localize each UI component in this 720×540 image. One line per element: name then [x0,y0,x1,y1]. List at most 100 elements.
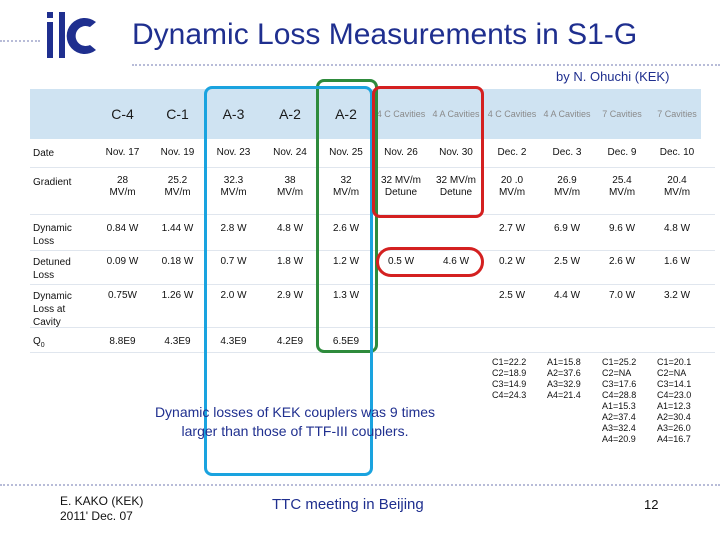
footer-author-block: E. KAKO (KEK) 2011' Dec. 07 [60,494,143,524]
cavity-gradient-entry: A3=32.4 [602,423,636,433]
header-c1: C-1 [166,106,189,122]
cavity-gradient-entry: A2=37.6 [547,368,581,378]
q0-cell: 8.8E9 [109,336,136,347]
date-cell: Nov. 19 [160,147,195,158]
cavity-gradient-entry: C2=NA [657,368,687,378]
q0-cell: 4.2E9 [276,336,304,347]
header-4a-cavities-2: 4 A Cavities [543,109,591,119]
gradient-cell: 25.2 MV/m [164,175,191,198]
q0-subscript: 0 [40,342,45,349]
highlight-box-blue [204,86,373,476]
detuned-loss-cell: 0.09 W [106,256,139,267]
q0-cell: 4.3E9 [164,336,191,347]
dynamic-loss-cell: 6.9 W [553,223,581,234]
date-cell: Dec. 10 [659,147,695,158]
cavity-gradient-entry: A3=32.9 [547,379,581,389]
loss-at-cavity-cell: 3.2 W [663,290,691,301]
detuned-loss-cell: 2.6 W [608,256,636,267]
cavity-gradient-entry: A1=12.3 [657,401,691,411]
header-c4: C-4 [111,106,134,122]
row-label-gradient: Gradient [33,177,72,188]
date-cell: Dec. 3 [552,147,582,158]
cavity-gradient-entry: A2=30.4 [657,412,691,422]
q0-cell: 4.3E9 [220,336,247,347]
dynamic-loss-cell: 2.6 W [332,223,360,234]
gradient-cell: 32 MV/m Detune [435,175,476,198]
row-label-q0: Q0 [33,335,45,352]
header-4c-cavities: 4 C Cavities [376,109,426,119]
q0-cell: 6.5E9 [332,336,360,347]
header-a2: A-2 [279,106,301,122]
gradient-cell: 25.4 MV/m [608,175,636,198]
header-4c-cavities-2: 4 C Cavities [487,109,537,119]
author-byline: by N. Ohuchi (KEK) [556,69,670,84]
dynamic-loss-cell: 1.44 W [161,223,194,234]
cavity-gradient-entry: A4=21.4 [547,390,581,400]
loss-at-cavity-cell: 7.0 W [608,290,636,301]
date-cell: Nov. 17 [105,147,140,158]
cavity-gradient-entry: C1=20.1 [657,357,692,367]
cavity-gradient-list: C1=25.2 C2=NA C3=17.6 C4=28.8 A1=15.3 A2… [602,357,636,445]
cavity-gradient-entry: C1=22.2 [492,357,527,367]
date-cell: Nov. 30 [439,147,473,158]
gradient-cell: 32 MV/m [332,175,360,198]
cavity-gradient-entry: C2=18.9 [492,368,527,378]
top-dotted-line [0,40,40,42]
footer-author: E. KAKO (KEK) [60,494,144,508]
bottom-dotted-line [0,484,720,486]
cavity-gradient-entry: A1=15.8 [547,357,581,367]
row-label-detuned-loss: Detuned Loss [33,257,71,281]
cavity-gradient-entry: A2=37.4 [602,412,636,422]
cavity-gradient-entry: A3=26.0 [657,423,691,433]
gradient-cell: 26.9 MV/m [553,175,581,198]
gradient-cell: 20 .0 MV/m [498,175,526,198]
loss-at-cavity-cell: 2.0 W [220,290,247,301]
loss-at-cavity-cell: 1.3 W [332,290,360,301]
detuned-loss-cell: 1.8 W [276,256,304,267]
loss-at-cavity-cell: 0.75W [108,290,137,301]
footer-event: TTC meeting in Beijing [272,496,424,513]
cavity-gradient-entry: C3=17.6 [602,379,637,389]
dynamic-loss-cell: 0.84 W [106,223,139,234]
header-4a-cavities: 4 A Cavities [432,109,480,119]
cavity-gradient-entry: A4=20.9 [602,434,636,444]
detuned-loss-cell: 0.5 W [387,256,415,267]
loss-at-cavity-cell: 2.9 W [276,290,304,301]
row-label-date: Date [33,148,55,159]
detuned-loss-cell: 0.18 W [161,256,194,267]
header-a2-second: A-2 [335,106,357,122]
header-7-cavities-2: 7 Cavities [657,109,697,119]
highlight-box-red-column [372,86,484,218]
gradient-cell: 32 MV/m Detune [380,175,421,198]
loss-at-cavity-cell: 4.4 W [553,290,581,301]
header-7-cavities: 7 Cavities [602,109,642,119]
q0-symbol: Q [33,336,41,347]
cavity-gradient-entry: C2=NA [602,368,632,378]
cavity-gradient-list: C1=22.2 C2=18.9 C3=14.9 C4=24.3 [492,357,526,401]
slide-title: Dynamic Loss Measurements in S1-G [132,18,638,51]
cavity-gradient-list: A1=15.8 A2=37.6 A3=32.9 A4=21.4 [547,357,581,401]
row-label-dynamic-loss: Dynamic Loss [33,223,72,247]
page-number: 12 [644,497,659,512]
cavity-gradient-entry: A1=15.3 [602,401,636,411]
ilc-logo-icon [47,12,96,58]
date-cell: Nov. 23 [216,147,251,158]
highlight-box-red-oval [376,247,484,277]
row-label-dynamic-loss-at-cavity: Dynamic Loss at Cavity [33,291,72,328]
dynamic-loss-cell: 4.8 W [663,223,691,234]
detuned-loss-cell: 0.7 W [220,256,247,267]
cavity-gradient-list: C1=20.1 C2=NA C3=14.1 C4=23.0 A1=12.3 A2… [657,357,691,445]
detuned-loss-cell: 0.2 W [498,256,526,267]
gradient-cell: 38 MV/m [276,175,304,198]
cavity-gradient-entry: C4=28.8 [602,390,637,400]
conclusion-note: Dynamic losses of KEK couplers was 9 tim… [120,403,470,441]
conclusion-line-1: Dynamic losses of KEK couplers was 9 tim… [154,404,436,420]
detuned-loss-cell: 4.6 W [442,256,470,267]
date-cell: Dec. 9 [607,147,637,158]
date-cell: Nov. 25 [329,147,363,158]
detuned-loss-cell: 1.6 W [663,256,691,267]
loss-at-cavity-cell: 2.5 W [498,290,526,301]
gradient-cell: 32.3 MV/m [220,175,247,198]
dynamic-loss-cell: 9.6 W [608,223,636,234]
top-dotted-line-right [132,64,720,66]
